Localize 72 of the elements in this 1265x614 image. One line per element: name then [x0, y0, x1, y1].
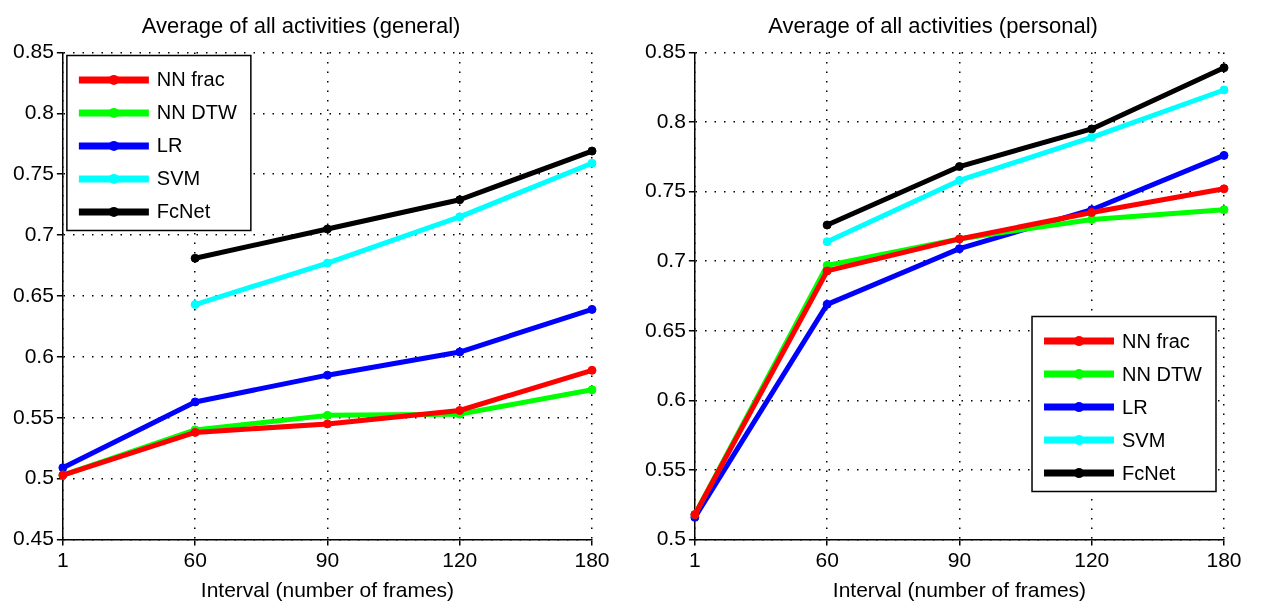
legend-label: LR [1122, 395, 1148, 418]
y-tick-label: 0.6 [24, 343, 54, 367]
point [587, 146, 597, 156]
point [954, 175, 964, 185]
point [455, 405, 465, 415]
point [455, 212, 465, 222]
x-tick-label: 120 [442, 548, 478, 571]
point [322, 419, 332, 429]
point [322, 410, 332, 420]
x-tick-label: 60 [183, 548, 207, 571]
point [822, 237, 832, 247]
x-tick-label: 90 [947, 548, 972, 571]
y-tick-label: 0.5 [24, 465, 54, 489]
x-tick-label: 120 [1074, 548, 1110, 571]
point [455, 347, 465, 357]
y-tick-label: 0.65 [645, 317, 686, 341]
point [587, 158, 597, 168]
point [1219, 63, 1229, 73]
legend-label: SVM [156, 167, 201, 190]
point [1087, 124, 1097, 134]
x-tick-label: 1 [57, 548, 69, 571]
point [322, 224, 332, 234]
point [1219, 150, 1229, 160]
x-tick-label: 180 [1206, 548, 1242, 571]
x-tick-label: 60 [815, 548, 839, 571]
y-tick-label: 0.55 [645, 456, 686, 480]
y-tick-label: 0.7 [24, 221, 54, 245]
point [822, 266, 832, 276]
y-tick-label: 0.5 [656, 526, 686, 550]
chart-title: Average of all activities (personal) [768, 13, 1098, 39]
point [822, 220, 832, 230]
point [1219, 184, 1229, 194]
y-tick-label: 0.6 [656, 387, 686, 411]
point [954, 162, 964, 172]
y-tick-label: 0.7 [656, 248, 686, 271]
point [322, 258, 332, 268]
y-tick-label: 0.85 [13, 39, 54, 63]
legend-label: SVM [1122, 428, 1166, 451]
point [1219, 85, 1229, 95]
point [190, 397, 200, 407]
point [322, 370, 332, 380]
y-tick-label: 0.75 [645, 178, 686, 202]
point [1219, 205, 1229, 215]
y-tick-label: 0.8 [656, 108, 686, 132]
y-tick-label: 0.75 [13, 161, 54, 184]
y-tick-label: 0.85 [645, 39, 686, 63]
y-tick-label: 0.65 [13, 282, 54, 306]
y-tick-label: 0.8 [24, 100, 54, 124]
point [190, 253, 200, 263]
x-tick-label: 90 [315, 548, 340, 571]
x-tick-label: 180 [574, 548, 610, 571]
point [1087, 132, 1097, 142]
legend-label: NN DTW [156, 101, 237, 124]
chart-title: Average of all activities (general) [141, 13, 461, 39]
legend-label: NN frac [156, 68, 225, 91]
y-tick-label: 0.45 [13, 526, 54, 550]
point [455, 195, 465, 205]
legend-label: NN frac [1122, 329, 1190, 352]
point [587, 304, 597, 314]
legend-label: LR [156, 134, 183, 157]
legend-label: FcNet [1122, 461, 1176, 484]
y-tick-label: 0.55 [13, 404, 54, 428]
point [822, 299, 832, 309]
x-axis-title: Interval (number of frames) [832, 578, 1087, 602]
legend-label: NN DTW [1122, 362, 1203, 385]
point [587, 365, 597, 375]
point [954, 244, 964, 254]
x-tick-label: 1 [689, 548, 701, 571]
legend-label: FcNet [156, 200, 211, 223]
x-axis-title: Interval (number of frames) [200, 578, 455, 602]
point [190, 300, 200, 310]
point [587, 385, 597, 395]
